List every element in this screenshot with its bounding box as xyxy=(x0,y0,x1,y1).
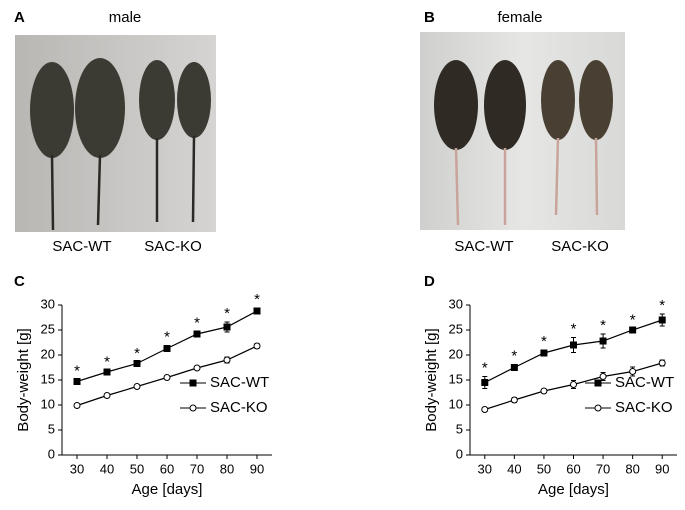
data-point xyxy=(223,356,231,364)
x-tick-label: 90 xyxy=(250,461,264,476)
data-point xyxy=(193,330,201,338)
significance-mark: * xyxy=(194,314,200,331)
y-tick-label: 30 xyxy=(41,296,55,311)
y-axis-label: Body-weight [g] xyxy=(423,328,440,431)
data-point xyxy=(481,379,489,386)
significance-mark: * xyxy=(74,362,80,379)
data-point xyxy=(103,392,111,399)
photo-male xyxy=(15,35,216,232)
data-point xyxy=(481,406,489,413)
significance-mark: * xyxy=(104,353,110,370)
data-point xyxy=(73,402,81,409)
y-tick-label: 0 xyxy=(48,446,55,461)
significance-mark: * xyxy=(511,347,517,364)
y-tick-label: 25 xyxy=(449,321,463,336)
x-tick-label: 60 xyxy=(160,461,174,476)
y-tick-label: 25 xyxy=(41,321,55,336)
x-tick-label: 30 xyxy=(70,461,84,476)
legend-label: SAC-WT xyxy=(615,374,674,391)
y-tick-label: 15 xyxy=(41,371,55,386)
data-point xyxy=(629,368,637,375)
significance-mark: * xyxy=(134,345,140,362)
data-point xyxy=(163,374,171,381)
data-point xyxy=(133,383,141,390)
significance-mark: * xyxy=(254,291,260,308)
significance-mark: * xyxy=(659,297,665,314)
photo-caption: SAC-KO xyxy=(144,238,202,255)
data-point xyxy=(599,373,607,380)
data-point xyxy=(570,341,577,349)
data-point xyxy=(540,387,548,395)
x-tick-label: 90 xyxy=(655,461,669,476)
data-point xyxy=(599,337,607,345)
data-point xyxy=(133,360,141,367)
panel-title: female xyxy=(497,9,542,26)
x-tick-label: 40 xyxy=(507,461,521,476)
y-tick-label: 20 xyxy=(41,346,55,361)
legend-marker xyxy=(189,379,197,387)
data-point xyxy=(510,364,518,371)
data-point xyxy=(658,359,666,367)
y-tick-label: 15 xyxy=(449,371,463,386)
y-axis-label: Body-weight [g] xyxy=(15,328,32,431)
data-point xyxy=(253,342,261,350)
y-tick-label: 20 xyxy=(449,346,463,361)
y-tick-label: 10 xyxy=(449,396,463,411)
data-point xyxy=(103,368,111,376)
x-tick-label: 70 xyxy=(190,461,204,476)
y-tick-label: 5 xyxy=(456,421,463,436)
x-tick-label: 70 xyxy=(596,461,610,476)
y-tick-label: 5 xyxy=(48,421,55,436)
data-point xyxy=(570,381,577,388)
legend-label: SAC-KO xyxy=(615,399,673,416)
legend-marker xyxy=(594,404,602,412)
x-tick-label: 80 xyxy=(625,461,639,476)
significance-mark: * xyxy=(482,359,488,376)
data-point xyxy=(540,349,548,357)
data-point xyxy=(193,364,201,372)
significance-mark: * xyxy=(571,320,577,337)
panel-label: B xyxy=(424,9,435,26)
photo-female xyxy=(420,32,625,230)
x-tick-label: 50 xyxy=(537,461,551,476)
y-tick-label: 30 xyxy=(449,296,463,311)
significance-mark: * xyxy=(630,311,636,328)
data-point xyxy=(629,326,637,334)
data-point xyxy=(253,307,261,315)
panel-label: A xyxy=(14,9,25,26)
photo-caption: SAC-WT xyxy=(454,238,513,255)
x-tick-label: 60 xyxy=(566,461,580,476)
significance-mark: * xyxy=(164,328,170,345)
data-point xyxy=(223,323,231,331)
data-point xyxy=(658,316,666,324)
data-point xyxy=(73,378,81,385)
panel-label: D xyxy=(424,273,435,290)
significance-mark: * xyxy=(600,317,606,334)
significance-mark: * xyxy=(541,333,547,350)
y-tick-label: 0 xyxy=(456,446,463,461)
legend-label: SAC-KO xyxy=(210,399,268,416)
panel-title: male xyxy=(109,9,142,26)
x-axis-label: Age [days] xyxy=(538,481,609,498)
x-tick-label: 50 xyxy=(130,461,144,476)
significance-mark: * xyxy=(224,305,230,322)
data-point xyxy=(510,396,518,404)
panel-label: C xyxy=(14,273,25,290)
data-point xyxy=(163,345,171,352)
photo-caption: SAC-KO xyxy=(551,238,609,255)
legend-marker xyxy=(594,379,602,387)
x-tick-label: 40 xyxy=(100,461,114,476)
y-tick-label: 10 xyxy=(41,396,55,411)
legend-label: SAC-WT xyxy=(210,374,269,391)
x-tick-label: 30 xyxy=(478,461,492,476)
legend-marker xyxy=(189,404,197,412)
photo-caption: SAC-WT xyxy=(52,238,111,255)
x-tick-label: 80 xyxy=(220,461,234,476)
x-axis-label: Age [days] xyxy=(132,481,203,498)
